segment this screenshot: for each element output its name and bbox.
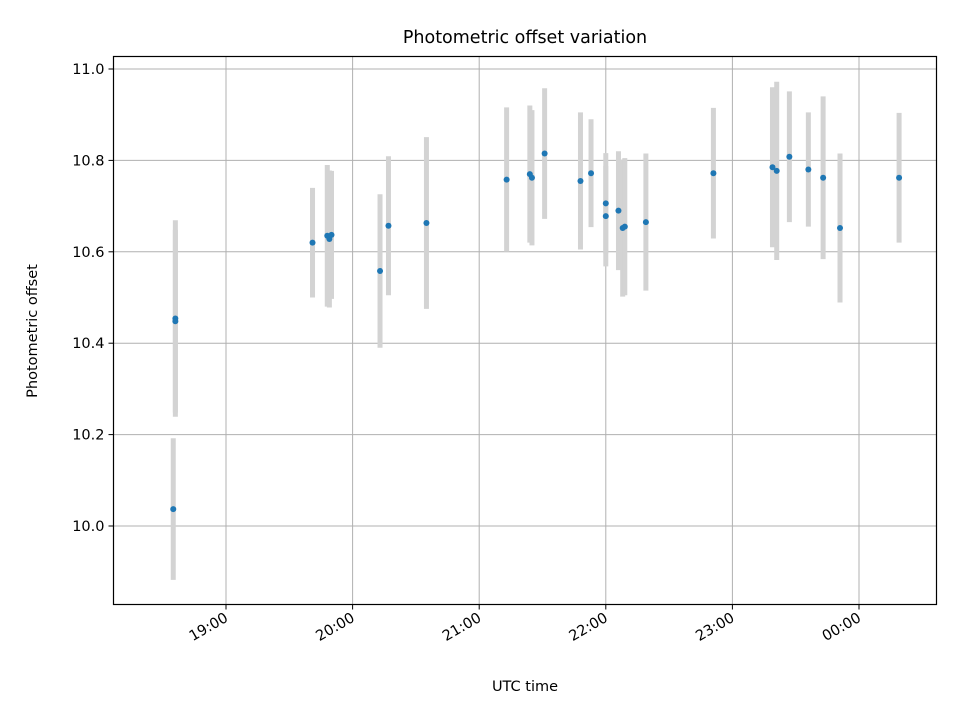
data-point [588, 170, 595, 177]
x-axis: 19:00 20:00 21:00 22:00 23:00 00:00 [187, 604, 864, 645]
grid [113, 56, 937, 605]
data-point [423, 220, 430, 227]
plot-frame [112, 55, 938, 606]
y-tick-label: 10.0 [72, 519, 104, 535]
data-point [615, 207, 622, 214]
data-points [170, 150, 903, 513]
y-tick-label: 10.2 [72, 428, 104, 444]
y-tick-label: 11.0 [72, 62, 104, 78]
data-point [642, 219, 649, 226]
data-point [170, 506, 177, 513]
y-axis-label: Photometric offset [25, 264, 41, 398]
data-point [503, 176, 510, 183]
data-point [172, 318, 179, 325]
data-point [385, 222, 392, 229]
data-point [621, 223, 628, 230]
chart-title: Photometric offset variation [403, 28, 647, 48]
data-point [328, 231, 335, 238]
data-point [896, 174, 903, 181]
data-point [769, 164, 776, 171]
data-point [577, 177, 584, 184]
x-axis-label: UTC time [492, 679, 558, 695]
data-point [602, 213, 609, 220]
data-point [377, 267, 384, 274]
data-point [837, 225, 844, 232]
y-tick-label: 10.8 [72, 153, 104, 169]
data-point [773, 167, 780, 174]
y-tick-label: 10.6 [72, 245, 104, 261]
data-point [541, 150, 548, 157]
data-point [805, 166, 812, 173]
data-point [602, 200, 609, 207]
data-point [820, 174, 827, 181]
data-point [528, 174, 535, 181]
data-point [309, 239, 316, 246]
y-axis: 10.0 10.2 10.4 10.6 10.8 11.0 [72, 62, 114, 535]
data-point [710, 170, 717, 177]
y-tick-label: 10.4 [72, 336, 104, 352]
data-point [786, 153, 793, 160]
